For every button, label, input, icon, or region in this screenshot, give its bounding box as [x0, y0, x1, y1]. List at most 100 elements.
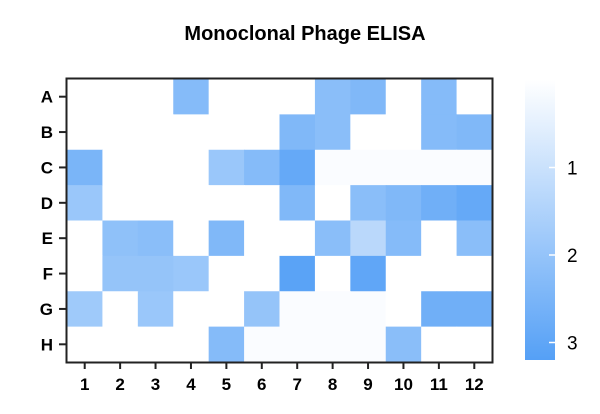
heatmap-cell [102, 149, 139, 186]
heatmap-cell [456, 326, 493, 363]
heatmap-cell [314, 291, 351, 328]
heatmap-cell [67, 114, 104, 151]
heatmap-cell [208, 255, 245, 292]
heatmap-cell [456, 149, 493, 186]
y-tick-label: F [43, 265, 53, 284]
heatmap-cell [314, 114, 351, 151]
y-tick-label: C [41, 158, 53, 177]
heatmap-cell [421, 255, 458, 292]
heatmap-cell [314, 185, 351, 222]
x-tick-label: 3 [151, 375, 160, 394]
y-tick-label: D [41, 194, 53, 213]
y-tick-label: E [42, 229, 53, 248]
heatmap-cell [456, 185, 493, 222]
heatmap-cells [67, 79, 493, 363]
heatmap-cell [244, 291, 281, 328]
heatmap-cell [279, 291, 316, 328]
heatmap-cell [137, 149, 174, 186]
heatmap-cell [421, 291, 458, 328]
heatmap-cell [421, 149, 458, 186]
heatmap-cell [102, 185, 139, 222]
heatmap-cell [137, 291, 174, 328]
x-tick-label: 4 [186, 375, 196, 394]
heatmap-cell [350, 79, 387, 115]
heatmap-cell [456, 220, 493, 257]
heatmap-cell [208, 220, 245, 257]
heatmap-cell [279, 220, 316, 257]
heatmap-cell [208, 291, 245, 328]
heatmap-cell [102, 79, 139, 115]
heatmap-cell [350, 185, 387, 222]
heatmap-cell [456, 255, 493, 292]
heatmap-cell [173, 185, 210, 222]
colorbar-ticks: 1 2 3 [549, 159, 578, 355]
heatmap-cell [102, 326, 139, 363]
heatmap-cell [314, 255, 351, 292]
heatmap-cell [385, 220, 422, 257]
heatmap-cell [244, 79, 281, 115]
heatmap-cell [350, 326, 387, 363]
heatmap-cell [385, 79, 422, 115]
heatmap-cell [173, 114, 210, 151]
heatmap-cell [208, 185, 245, 222]
y-tick-label: A [41, 88, 53, 107]
heatmap-cell [421, 220, 458, 257]
heatmap-cell [244, 149, 281, 186]
heatmap-cell [279, 114, 316, 151]
heatmap-cell [421, 114, 458, 151]
heatmap-cell [102, 255, 139, 292]
heatmap-cell [173, 326, 210, 363]
heatmap-cell [456, 114, 493, 151]
heatmap-cell [244, 220, 281, 257]
heatmap-cell [67, 326, 104, 363]
heatmap-cell [314, 220, 351, 257]
heatmap-cell [279, 149, 316, 186]
heatmap-cell [350, 255, 387, 292]
heatmap-cell [137, 185, 174, 222]
heatmap-cell [67, 255, 104, 292]
x-tick-label: 2 [115, 375, 124, 394]
x-tick-label: 12 [465, 375, 484, 394]
colorbar-tick-label: 3 [567, 334, 578, 355]
heatmap-cell [137, 220, 174, 257]
y-tick-label: B [41, 123, 53, 142]
colorbar-tick-label: 1 [567, 159, 578, 180]
heatmap-cell [102, 291, 139, 328]
heatmap-cell [350, 114, 387, 151]
heatmap-cell [385, 185, 422, 222]
heatmap-cell [350, 220, 387, 257]
heatmap-cell [173, 255, 210, 292]
heatmap-cell [208, 79, 245, 115]
heatmap-cell [67, 220, 104, 257]
heatmap-cell [385, 149, 422, 186]
heatmap-cell [456, 291, 493, 328]
heatmap-cell [421, 326, 458, 363]
heatmap-cell [67, 149, 104, 186]
x-tick-label: 6 [257, 375, 266, 394]
x-tick-label: 1 [80, 375, 89, 394]
heatmap-cell [421, 79, 458, 115]
heatmap-cell [279, 326, 316, 363]
colorbar [525, 80, 555, 360]
y-tick-label: H [41, 335, 53, 354]
x-tick-label: 5 [222, 375, 231, 394]
colorbar-tick-label: 2 [567, 246, 578, 267]
x-axis: 1 2 3 4 5 6 7 8 9 10 11 12 [80, 363, 484, 394]
chart-title: Monoclonal Phage ELISA [184, 23, 425, 45]
heatmap-cell [244, 255, 281, 292]
heatmap-cell [244, 326, 281, 363]
heatmap-cell [208, 114, 245, 151]
y-tick-label: G [40, 300, 53, 319]
heatmap-cell [67, 185, 104, 222]
heatmap-cell [173, 79, 210, 115]
heatmap-cell [279, 79, 316, 115]
heatmap-cell [137, 255, 174, 292]
heatmap-cell [173, 220, 210, 257]
heatmap-cell [244, 185, 281, 222]
heatmap-cell [244, 114, 281, 151]
heatmap-cell [314, 149, 351, 186]
heatmap-cell [314, 326, 351, 363]
heatmap-cell [208, 326, 245, 363]
heatmap-cell [102, 114, 139, 151]
